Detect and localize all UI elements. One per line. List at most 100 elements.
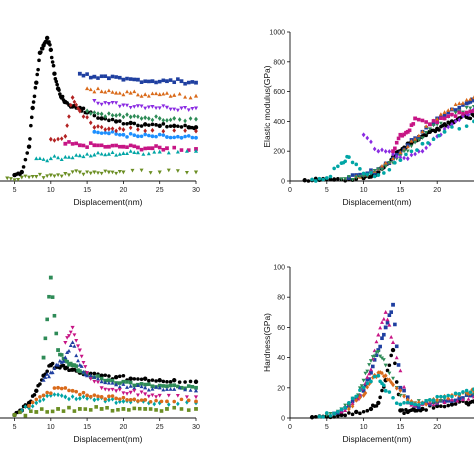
data-point [188,388,193,392]
data-point [328,411,333,416]
data-point [135,383,140,388]
data-point [185,399,189,405]
data-point [354,175,359,180]
y-tick-label: 200 [273,149,285,156]
data-point [114,128,118,134]
data-point [374,339,379,344]
data-point [52,392,57,397]
data-point [127,408,131,412]
data-point [402,132,406,137]
data-point [132,389,137,393]
data-point [302,178,307,183]
data-point [457,396,462,401]
data-point [165,399,169,404]
data-point [88,111,93,116]
data-point [194,80,198,85]
data-point [332,411,337,416]
data-point [48,156,53,161]
data-point [420,129,425,134]
data-point [471,113,474,118]
data-point [466,112,471,117]
data-point [77,108,82,114]
data-point [361,132,366,138]
data-point [92,129,97,134]
data-point [37,58,41,63]
data-point [157,400,162,406]
data-point [150,91,155,96]
data-point [365,384,370,390]
data-point [398,385,403,390]
data-point [387,313,392,318]
data-point [168,124,173,128]
data-point [135,150,141,155]
data-point [365,172,370,177]
data-point [56,385,60,390]
data-point [398,402,403,407]
data-point [74,364,79,368]
data-point [48,275,53,280]
data-point [107,374,111,378]
data-point [110,117,115,122]
data-point [81,369,86,374]
data-point [165,146,169,151]
data-point [184,149,189,153]
data-point [154,106,159,111]
x-axis-title: Displacement(nm) [74,197,143,207]
data-point [143,92,148,97]
data-point [50,295,55,299]
data-point [339,409,344,414]
data-point [27,404,31,408]
data-point [125,151,130,156]
data-point [168,135,173,140]
data-point [369,370,373,375]
data-point [117,75,122,80]
data-point [188,116,193,121]
data-point [41,397,46,402]
data-point [121,395,126,400]
data-point [424,408,428,412]
data-point [92,99,97,103]
data-point [106,131,111,136]
data-point [361,385,366,390]
data-point [41,157,46,161]
data-point [387,161,392,165]
data-point [103,387,108,392]
data-point [32,392,37,397]
data-point [427,127,432,132]
data-point [194,399,198,404]
data-point [67,405,71,410]
data-point [317,176,322,181]
data-point [183,105,188,110]
data-point [67,362,71,367]
data-point [99,171,104,176]
data-point [336,177,340,181]
data-point [106,76,111,81]
data-point [96,124,100,129]
data-point [393,322,397,327]
data-point [394,355,399,360]
data-point [12,178,17,182]
data-point [376,173,381,177]
data-point [61,409,66,413]
data-point [468,109,473,114]
data-point [446,124,451,130]
data-point [358,411,362,416]
data-point [371,375,375,380]
data-point [99,89,104,94]
data-point [88,394,93,399]
data-point [446,393,451,398]
data-point [424,120,428,124]
data-point [358,172,362,177]
data-point [380,320,384,324]
data-point [177,117,182,122]
data-point [472,109,474,113]
data-point [363,390,368,396]
data-point [92,143,97,148]
data-point [354,398,359,403]
data-point [453,111,458,115]
series-3 [41,340,199,393]
data-point [147,146,151,150]
data-point [472,98,474,103]
data-point [99,143,104,148]
data-point [59,157,64,162]
